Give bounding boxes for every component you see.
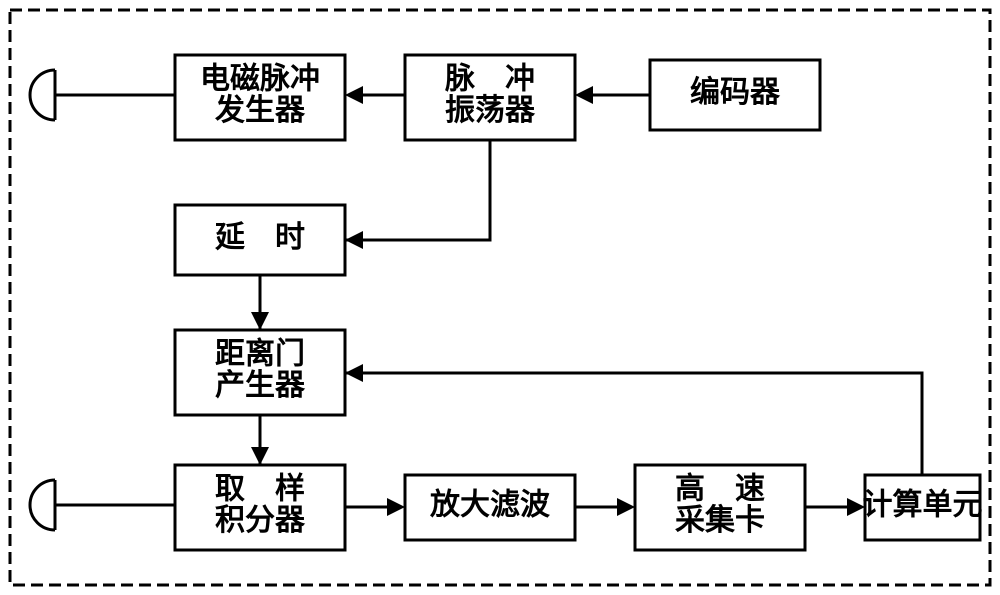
tx-antenna-dish bbox=[30, 70, 55, 120]
arrow-amp_filt-hs_daq-arrowhead bbox=[617, 498, 635, 516]
pulse_osc-label-1: 振荡器 bbox=[445, 94, 536, 127]
pulse_osc-label-0: 脉 冲 bbox=[445, 63, 535, 96]
polyline-0-arrowhead bbox=[345, 231, 363, 249]
emp_gen-label-0: 电磁脉冲 bbox=[200, 62, 320, 96]
polyline-3-arrowhead bbox=[345, 364, 363, 382]
range_gate-label-0: 距离门 bbox=[215, 338, 305, 371]
hs_daq-label-0: 高 速 bbox=[675, 473, 765, 506]
polyline-0 bbox=[345, 140, 490, 240]
polyline-1-arrowhead bbox=[251, 312, 269, 330]
calc_unit-label: 计算单元 bbox=[863, 487, 983, 521]
encoder-label: 编码器 bbox=[690, 75, 781, 109]
rx-antenna-dish bbox=[30, 480, 55, 530]
polyline-2-arrowhead bbox=[251, 447, 269, 465]
range_gate-label-1: 产生器 bbox=[215, 369, 306, 402]
arrow-encoder-pulse_osc-arrowhead bbox=[575, 86, 593, 104]
samp_int-label-0: 取 样 bbox=[215, 473, 305, 506]
delay-label: 延 时 bbox=[214, 221, 305, 254]
emp_gen-label-1: 发生器 bbox=[214, 94, 306, 127]
amp_filt-label: 放大滤波 bbox=[429, 488, 551, 521]
polyline-3 bbox=[345, 373, 922, 475]
arrow-samp_int-amp_filt-arrowhead bbox=[387, 498, 405, 516]
hs_daq-label-1: 采集卡 bbox=[675, 504, 765, 537]
arrow-pulse_osc-emp_gen-arrowhead bbox=[345, 86, 363, 104]
samp_int-label-1: 积分器 bbox=[215, 504, 306, 537]
